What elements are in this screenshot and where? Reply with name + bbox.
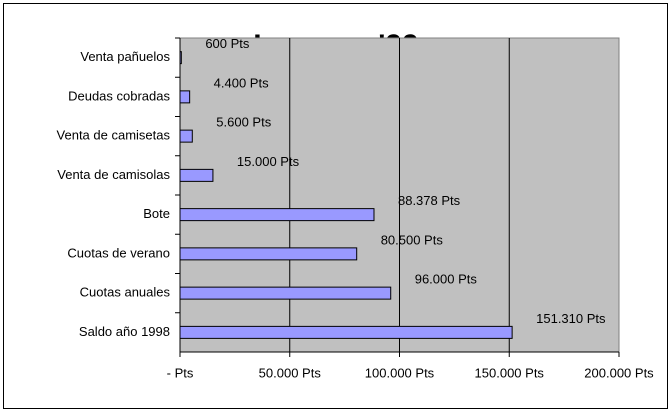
bar xyxy=(179,325,513,339)
x-tick-label: 150.000 Pts xyxy=(475,365,545,380)
bar xyxy=(179,208,375,222)
y-tick-label: Venta de camisolas xyxy=(57,167,170,182)
bar xyxy=(179,90,191,104)
value-label: 88.378 Pts xyxy=(398,193,461,208)
value-label: 96.000 Pts xyxy=(415,272,478,287)
value-label: 80.500 Pts xyxy=(381,232,444,247)
y-tick-label: Cuotas de verano xyxy=(67,245,170,260)
value-label: 600 Pts xyxy=(205,36,250,51)
value-label: 151.310 Pts xyxy=(536,311,606,326)
y-tick-label: Saldo año 1998 xyxy=(79,324,170,339)
bar xyxy=(179,286,392,300)
bar xyxy=(179,247,358,261)
bar xyxy=(179,129,193,143)
value-label: 4.400 Pts xyxy=(214,75,269,90)
bar xyxy=(179,168,214,182)
y-tick-label: Venta pañuelos xyxy=(80,49,170,64)
bar xyxy=(179,51,182,65)
x-tick-label: - Pts xyxy=(167,365,194,380)
y-tick-label: Bote xyxy=(143,206,170,221)
value-label: 5.600 Pts xyxy=(216,115,271,130)
y-tick-label: Cuotas anuales xyxy=(80,285,171,300)
y-tick-label: Venta de camisetas xyxy=(57,128,171,143)
y-tick-label: Deudas cobradas xyxy=(68,88,170,103)
x-tick-label: 200.000 Pts xyxy=(584,365,654,380)
x-tick-label: 50.000 Pts xyxy=(259,365,322,380)
value-label: 15.000 Pts xyxy=(237,154,300,169)
x-tick-label: 100.000 Pts xyxy=(365,365,435,380)
